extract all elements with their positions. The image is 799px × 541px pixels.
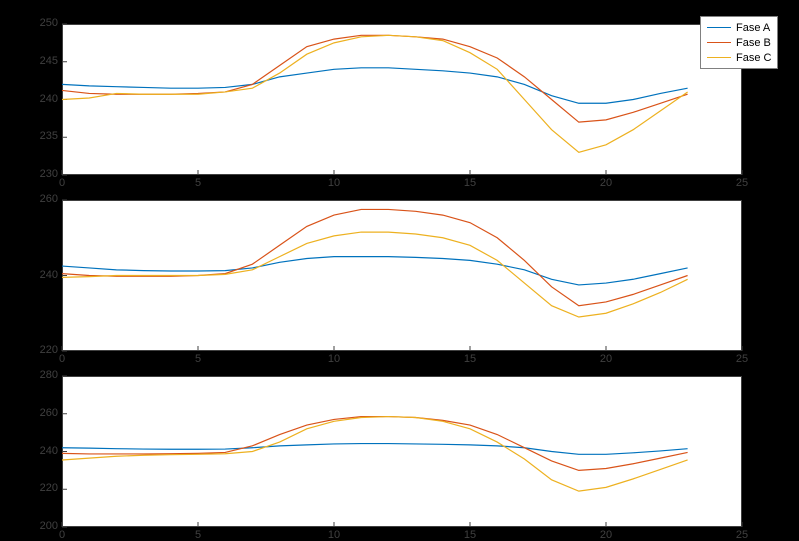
xtick-label: 0 [59,353,65,365]
xtick-label: 20 [600,529,612,541]
ytick-label: 240 [28,269,58,281]
ytick-label: 235 [28,130,58,142]
series-faseB [62,209,688,305]
subplot-panel3 [62,376,742,527]
ytick-label: 260 [28,407,58,419]
xtick-label: 10 [328,177,340,189]
subplot-panel1 [62,24,742,175]
legend-label: Fase C [736,52,771,64]
legend-swatch [707,57,731,58]
legend-label: Fase A [736,22,770,34]
xtick-label: 0 [59,529,65,541]
series-faseA [62,444,688,455]
series-faseC [62,232,688,317]
legend-item: Fase B [707,35,771,50]
xtick-label: 25 [736,529,748,541]
xtick-label: 15 [464,353,476,365]
legend-item: Fase C [707,50,771,65]
xtick-label: 5 [195,353,201,365]
xtick-label: 25 [736,177,748,189]
xtick-label: 5 [195,177,201,189]
xtick-label: 20 [600,177,612,189]
ytick-label: 220 [28,344,58,356]
legend-label: Fase B [736,37,771,49]
ytick-label: 245 [28,55,58,67]
xtick-label: 25 [736,353,748,365]
plot-area [62,376,742,527]
plot-area [62,200,742,351]
xtick-label: 10 [328,353,340,365]
ytick-label: 240 [28,93,58,105]
xtick-label: 5 [195,529,201,541]
xtick-label: 15 [464,529,476,541]
legend-swatch [707,42,731,43]
series-faseB [62,35,688,122]
xtick-label: 10 [328,529,340,541]
xtick-label: 15 [464,177,476,189]
xtick-label: 20 [600,353,612,365]
xtick-label: 0 [59,177,65,189]
ytick-label: 230 [28,168,58,180]
ytick-label: 280 [28,369,58,381]
ytick-label: 240 [28,445,58,457]
series-faseA [62,257,688,285]
ytick-label: 200 [28,520,58,532]
legend: Fase A Fase B Fase C [700,16,778,69]
subplot-panel2 [62,200,742,351]
series-faseC [62,35,688,152]
legend-item: Fase A [707,20,771,35]
ytick-label: 250 [28,17,58,29]
plot-area [62,24,742,175]
ytick-label: 260 [28,193,58,205]
ytick-label: 220 [28,482,58,494]
series-faseA [62,68,688,103]
legend-swatch [707,27,731,28]
